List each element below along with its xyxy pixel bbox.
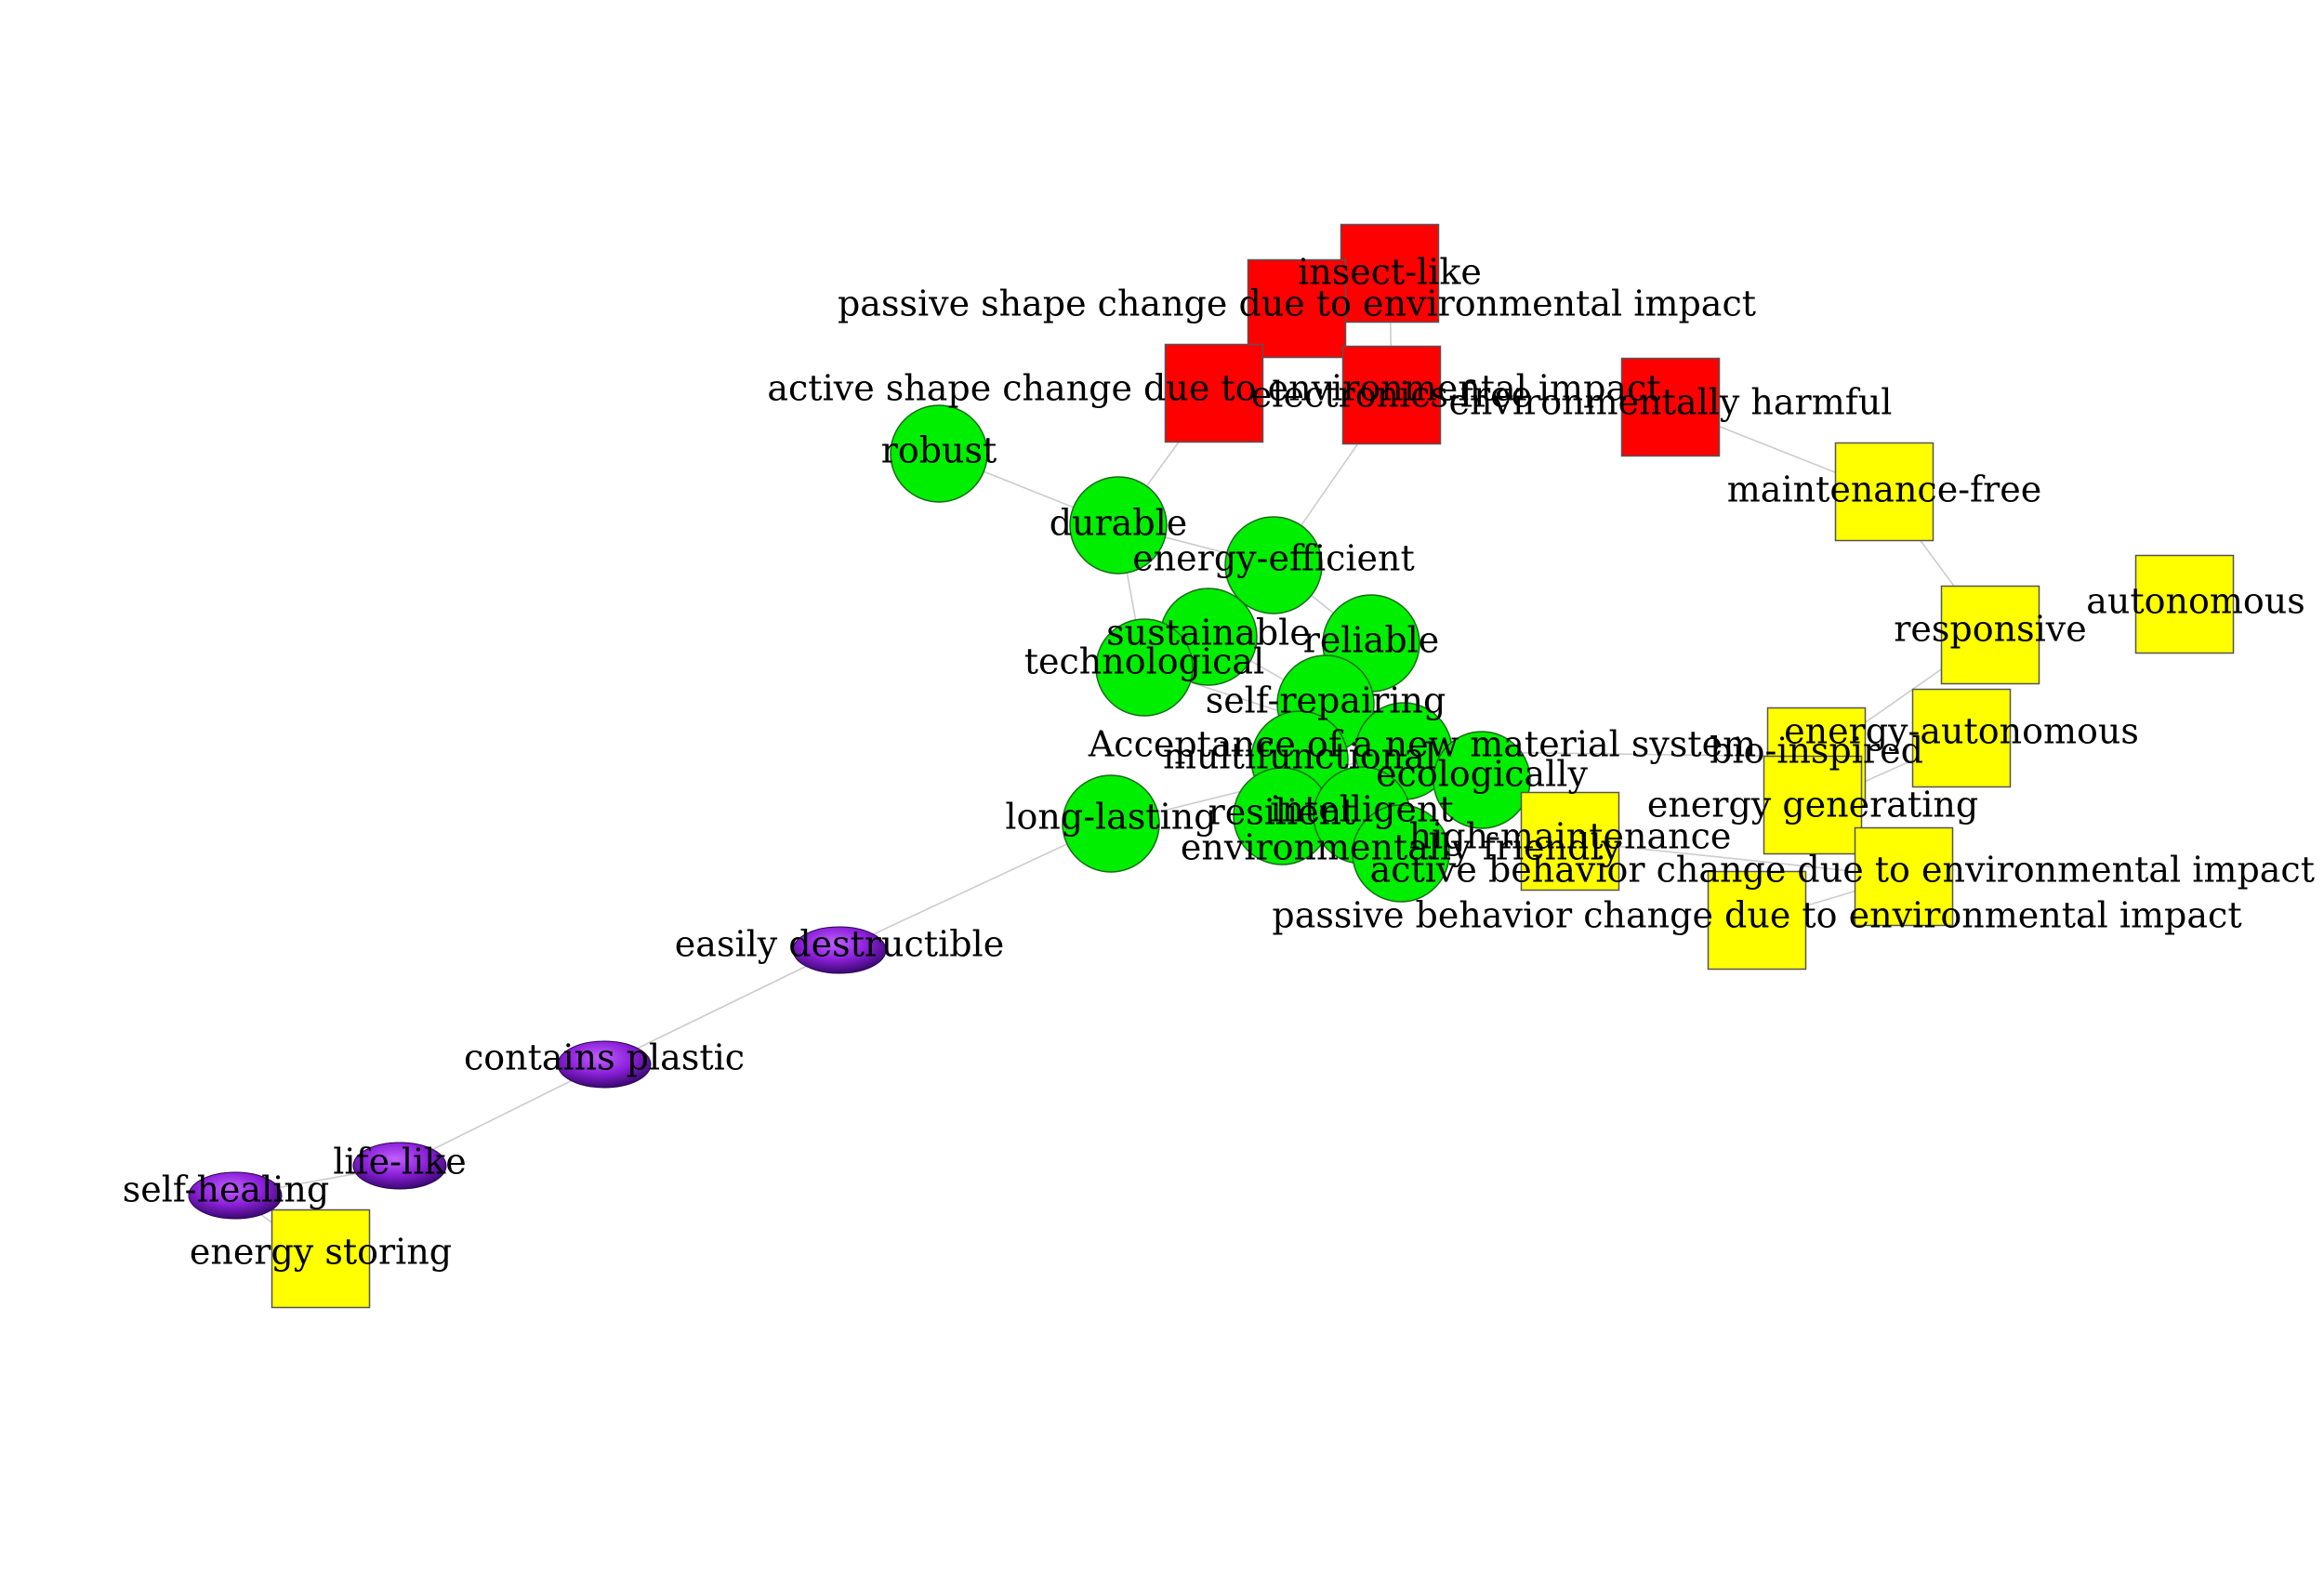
node-energy-storing: [271, 1209, 371, 1309]
node-long-lasting: [1062, 774, 1160, 873]
node-ecologically: [1433, 731, 1531, 829]
node-label-env-harmful: environmentally harmful: [1449, 382, 1893, 423]
node-label-multifunctional: multifunctional: [1163, 736, 1436, 777]
node-active-behavior: [1854, 826, 1954, 927]
node-label-electronics: electronics-free: [1251, 375, 1532, 416]
node-label-resilient: resilient: [1208, 792, 1356, 833]
node-high-maintenance: [1520, 791, 1620, 892]
edge-contains_plastic-life_like: [399, 1063, 605, 1167]
node-autonomous: [2134, 554, 2235, 654]
node-label-active-behavior: active behavior change due to environmen…: [1370, 850, 2315, 891]
node-label-maintenance-free: maintenance-free: [1727, 469, 2042, 510]
node-label-technological: technological: [1024, 641, 1264, 682]
node-insect: [1340, 223, 1440, 324]
node-life-like: [352, 1142, 447, 1190]
edge-easily_destructible-contains_plastic: [603, 949, 840, 1065]
node-energy-autonomous: [1911, 688, 2012, 788]
node-label-energy-generating: energy generating: [1647, 785, 1978, 826]
edge-long_lasting-easily_destructible: [838, 823, 1112, 951]
node-label-robust: robust: [881, 430, 997, 471]
node-label-ecologically: ecologically: [1376, 754, 1588, 795]
node-label-life-like: life-like: [333, 1142, 467, 1182]
node-label-responsive: responsive: [1894, 609, 2086, 650]
node-label-energy-storing: energy storing: [190, 1232, 452, 1273]
node-label-self-healing: self-healing: [123, 1169, 329, 1210]
node-technological: [1095, 618, 1194, 717]
node-label-self-repairing: self-repairing: [1206, 680, 1446, 721]
node-label-sustainable: sustainable: [1106, 613, 1311, 654]
node-maintenance-free: [1834, 442, 1934, 542]
node-label-long-lasting: long-lasting: [1005, 797, 1216, 838]
node-label-active-shape: active shape change due to environmental…: [767, 368, 1660, 409]
node-active-shape: [1164, 343, 1264, 443]
node-env-harmful: [1620, 357, 1721, 457]
node-energy-generating: [1763, 755, 1863, 855]
node-label-high-maintenance: high-maintenance: [1409, 816, 1732, 857]
node-label-contains-plastic: contains plastic: [464, 1037, 745, 1078]
node-label-easily-destructible: easily destructible: [675, 924, 1004, 965]
node-label-energy-autonomous: energy-autonomous: [1784, 711, 2139, 752]
node-label-energy-efficient: energy-efficient: [1132, 538, 1415, 579]
node-responsive: [1940, 585, 2040, 685]
node-label-insect: insect-like: [1298, 252, 1482, 293]
node-label-passive-behavior: passive behavior change due to environme…: [1272, 895, 2241, 936]
node-energy-efficient: [1224, 516, 1323, 614]
node-contains-plastic: [557, 1040, 652, 1089]
node-label-durable: durable: [1050, 503, 1188, 544]
node-label-intelligent: intelligent: [1270, 789, 1453, 830]
node-passive-behavior: [1707, 870, 1807, 971]
node-electronics: [1341, 345, 1442, 445]
node-easily-destructible: [792, 926, 887, 974]
node-label-acceptance: Acceptance of a new material system: [1088, 724, 1756, 765]
node-layer: [188, 223, 2235, 1309]
node-label-env-friendly: environmentally friendly: [1181, 827, 1622, 868]
node-self-healing: [188, 1171, 283, 1220]
edge-high_maintenance-active_behavior: [1569, 840, 1905, 878]
node-passive-shape: [1247, 258, 1347, 359]
node-label-autonomous: autonomous: [2086, 581, 2305, 622]
node-env-friendly: [1352, 804, 1450, 903]
node-robust: [890, 404, 988, 503]
node-durable: [1069, 476, 1168, 575]
node-label-reliable: reliable: [1303, 620, 1440, 661]
node-label-passive-shape: passive shape change due to environmenta…: [838, 284, 1756, 324]
node-label-bio-inspired: bio-inspired: [1710, 731, 1923, 772]
